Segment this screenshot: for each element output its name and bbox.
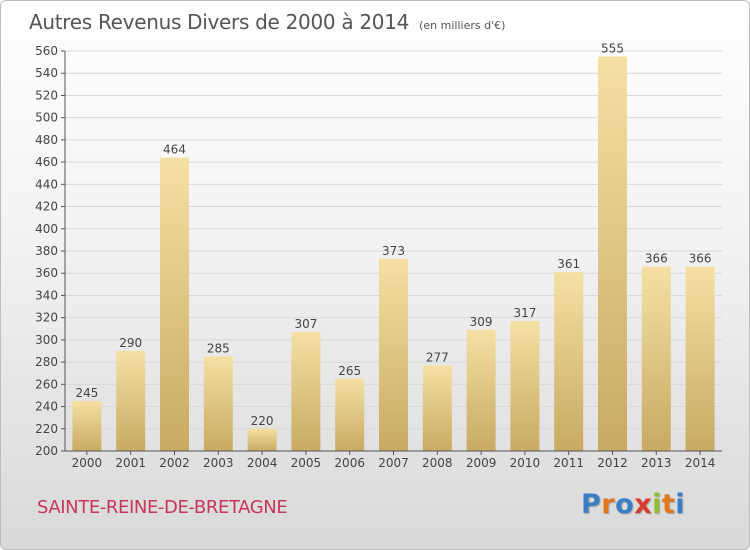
x-tick-label: 2004 <box>247 456 278 470</box>
y-tick-label: 220 <box>35 422 58 436</box>
chart-title: Autres Revenus Divers de 2000 à 2014 (en… <box>29 10 505 34</box>
y-tick-label: 340 <box>35 288 58 302</box>
bar <box>466 329 496 451</box>
x-tick-label: 2000 <box>72 456 103 470</box>
y-tick-label: 200 <box>35 444 58 458</box>
data-label: 366 <box>645 252 668 266</box>
logo-letter: i <box>675 489 686 520</box>
x-tick-label: 2013 <box>641 456 672 470</box>
bars <box>72 56 715 452</box>
y-tick-label: 440 <box>35 177 58 191</box>
chart-subtitle: (en milliers d'€) <box>419 19 506 32</box>
logo-letter: P <box>581 489 602 520</box>
y-tick-label: 400 <box>35 222 58 236</box>
y-tick-label: 520 <box>35 88 58 102</box>
x-tick-label: 2007 <box>378 456 409 470</box>
x-tick-label: 2002 <box>159 456 190 470</box>
bar <box>422 365 452 451</box>
axes: 200 220 240 260 280 300 320 340 360 380 400 420 440 4… <box>35 44 722 470</box>
logo-letter: r <box>601 489 616 520</box>
y-tick-label: 560 <box>35 44 58 58</box>
data-label: 285 <box>207 342 230 356</box>
y-tick-label: 240 <box>35 400 58 414</box>
bar <box>598 56 627 452</box>
chart-title-text: Autres Revenus Divers de 2000 à 2014 <box>29 10 410 34</box>
y-tick-label: 540 <box>35 66 58 80</box>
x-tick-label: 2014 <box>685 456 716 470</box>
data-label: 245 <box>75 386 98 400</box>
data-label: 309 <box>470 315 493 329</box>
data-label: 464 <box>163 143 186 157</box>
bar <box>554 272 584 451</box>
y-tick-label: 480 <box>35 133 58 147</box>
y-tick-label: 500 <box>35 111 58 125</box>
x-tick-label: 2008 <box>422 456 453 470</box>
data-labels: 245 290 464 285 220 307 265 373 277 309 317 361 555 3… <box>75 42 711 428</box>
logo-letter: o <box>615 489 635 520</box>
logo-letter: t <box>661 489 676 520</box>
y-tick-label: 360 <box>35 266 58 280</box>
data-label: 373 <box>382 244 405 258</box>
data-label: 265 <box>338 364 361 378</box>
data-label: 317 <box>513 306 536 320</box>
x-tick-label: 2003 <box>203 456 234 470</box>
x-tick-label: 2011 <box>553 456 584 470</box>
y-tick-label: 420 <box>35 200 58 214</box>
x-tick-label: 2006 <box>334 456 365 470</box>
data-label: 307 <box>294 317 317 331</box>
data-label: 555 <box>601 42 624 56</box>
bar <box>116 351 146 451</box>
bar <box>160 157 189 451</box>
bar <box>291 332 321 451</box>
data-label: 277 <box>426 350 449 364</box>
data-label: 361 <box>557 257 580 271</box>
y-tick-label: 320 <box>35 311 58 325</box>
x-tick-label: 2005 <box>291 456 322 470</box>
x-tick-label: 2001 <box>115 456 146 470</box>
data-label: 366 <box>689 252 712 266</box>
y-tick-label: 280 <box>35 355 58 369</box>
data-label: 220 <box>251 414 274 428</box>
y-tick-label: 300 <box>35 333 58 347</box>
bar <box>72 401 102 451</box>
logo-letter: x <box>634 489 653 520</box>
data-label: 290 <box>119 336 142 350</box>
x-tick-label: 2012 <box>597 456 628 470</box>
y-tick-label: 380 <box>35 244 58 258</box>
commune-name: SAINTE-REINE-DE-BRETAGNE <box>37 497 288 518</box>
bar <box>641 266 671 451</box>
bar <box>379 258 408 451</box>
proxiti-logo: Proxiti <box>581 489 685 520</box>
x-tick-label: 2010 <box>510 456 541 470</box>
bar <box>335 378 365 451</box>
x-tick-label: 2009 <box>466 456 497 470</box>
bar <box>510 321 540 451</box>
logo-letter: i <box>652 489 662 520</box>
bar <box>247 428 277 451</box>
bar <box>685 266 715 451</box>
y-tick-label: 460 <box>35 155 58 169</box>
bar <box>203 356 233 451</box>
y-tick-label: 260 <box>35 377 58 391</box>
